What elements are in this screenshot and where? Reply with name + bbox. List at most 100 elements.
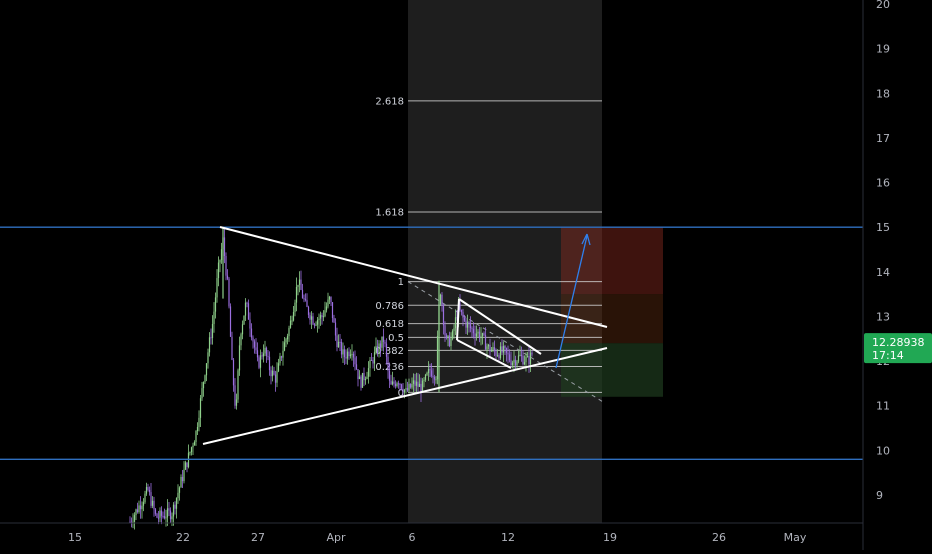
candle-body [169, 510, 172, 520]
candle-body [259, 355, 262, 368]
candle-body [177, 492, 179, 499]
candle-body [364, 378, 367, 381]
candle-body [132, 521, 134, 523]
wedge-lower-trendline[interactable] [456, 339, 512, 369]
candles-layer [129, 227, 533, 530]
candle-body [213, 311, 215, 325]
time-tick-label: 19 [603, 531, 617, 544]
candle-body [520, 354, 523, 356]
candle-body [286, 336, 289, 340]
candle-body [331, 302, 334, 319]
candle-body [450, 338, 452, 347]
candle-body [417, 381, 419, 387]
candle-body [267, 355, 269, 357]
candle-body [229, 306, 232, 337]
candle-body [444, 325, 446, 336]
candle-body [345, 357, 347, 359]
candle-body [217, 262, 220, 279]
triangle-upper-trendline[interactable] [219, 226, 608, 328]
price-tick-label: 16 [876, 177, 890, 190]
candle-body [249, 319, 251, 329]
candle-body [294, 302, 296, 313]
candle-body [412, 380, 415, 384]
time-tick-label: 15 [68, 531, 82, 544]
projection-arrow-layer[interactable] [555, 233, 591, 369]
candle-body [348, 351, 350, 357]
candle-body [516, 361, 518, 366]
candle-body [402, 388, 404, 393]
candle-body [292, 312, 295, 321]
candle-body [369, 359, 371, 369]
candle-body [312, 316, 314, 325]
candle-body [304, 299, 307, 301]
fib-level-label: 0.382 [375, 346, 404, 357]
candle-body [262, 353, 265, 357]
candle-body [505, 348, 508, 353]
price-tick-label: 9 [876, 489, 883, 502]
candle-body [147, 487, 149, 490]
wedge-left-edge[interactable] [456, 298, 460, 341]
candle-body [418, 383, 421, 387]
time-tick-label: May [784, 531, 807, 544]
candle-body [184, 462, 187, 470]
candle-body [196, 426, 199, 431]
price-tick-label: 19 [876, 43, 890, 56]
candle-body [199, 398, 202, 418]
candle-body [255, 347, 257, 351]
candle-body [322, 316, 325, 318]
candle-body [477, 331, 479, 334]
candle-body [478, 331, 481, 339]
horizontal-lines-layer[interactable] [0, 226, 863, 460]
candle-body [276, 371, 278, 383]
candle-body [160, 510, 163, 516]
candle-body [496, 355, 499, 357]
projection-arrow-line[interactable] [555, 235, 588, 369]
candle-body [282, 350, 284, 358]
trendlines-layer[interactable] [202, 226, 608, 445]
candle-body [391, 381, 394, 385]
time-axis[interactable]: 15 22 27 Apr 6 12 19 26 May [0, 522, 863, 544]
candle-body [429, 369, 431, 371]
candle-body [319, 315, 322, 319]
projection-arrow-head [581, 233, 591, 246]
candle-body [142, 502, 145, 506]
candle-body [483, 333, 485, 336]
candle-body [405, 388, 407, 390]
candle-body [372, 360, 374, 364]
candle-body [228, 278, 230, 307]
candle-body [198, 417, 200, 427]
time-tick-label: Apr [326, 531, 346, 544]
candle-body [432, 376, 434, 378]
candle-body [216, 278, 218, 298]
candle-body [252, 337, 254, 342]
candle-body [525, 357, 527, 363]
candle-body [513, 359, 515, 363]
candle-body [139, 505, 142, 510]
candle-body [504, 346, 506, 349]
candle-body [253, 341, 256, 348]
candle-body [175, 498, 178, 509]
candle-body [268, 356, 271, 371]
price-axis[interactable]: 20191817161514131211109 [862, 0, 890, 550]
candle-body [318, 318, 320, 321]
candle-body [399, 383, 401, 385]
candle-body [514, 359, 517, 366]
candle-body [420, 383, 422, 393]
candle-body [174, 504, 176, 509]
candle-body [375, 346, 377, 353]
triangle-lower-trendline[interactable] [202, 347, 608, 445]
candle-body [162, 515, 164, 517]
candle-body [439, 294, 442, 305]
candle-body [360, 376, 362, 388]
current-price-tag: 12.28938 17:14 [864, 333, 932, 364]
wedge-upper-trendline[interactable] [458, 298, 542, 355]
price-tag-countdown: 17:14 [872, 349, 904, 362]
candle-body [388, 370, 391, 381]
candle-body [409, 383, 412, 388]
candle-body [153, 500, 155, 510]
fib-level-label: 0.5 [388, 333, 404, 344]
candle-body [205, 363, 208, 376]
candle-body [415, 381, 418, 386]
